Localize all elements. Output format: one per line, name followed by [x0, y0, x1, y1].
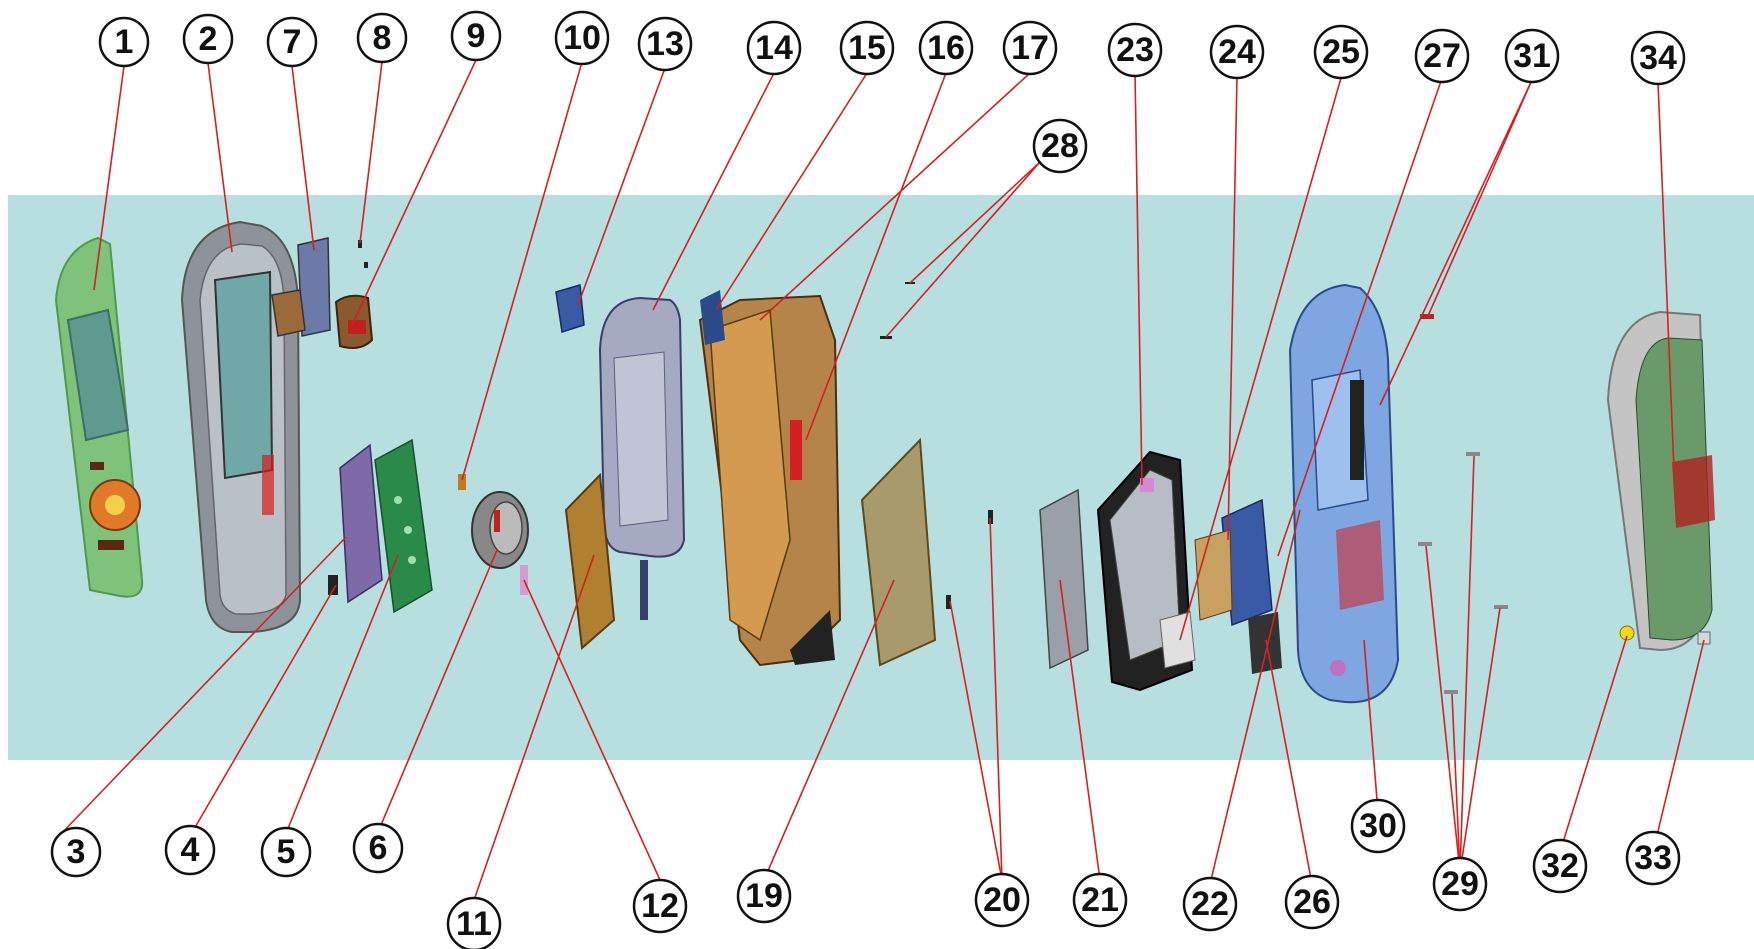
part-shield-can	[1039, 488, 1089, 670]
svg-text:12: 12	[641, 887, 679, 925]
callout-17: 17	[1002, 20, 1058, 76]
part-screws-29	[1418, 452, 1508, 694]
svg-text:21: 21	[1081, 881, 1119, 919]
svg-text:5: 5	[277, 833, 296, 871]
callout-32: 32	[1532, 838, 1588, 894]
svg-text:30: 30	[1359, 807, 1397, 845]
svg-text:32: 32	[1541, 847, 1579, 885]
svg-text:23: 23	[1116, 31, 1154, 69]
svg-text:19: 19	[745, 877, 783, 915]
part-front-housing	[180, 220, 302, 633]
callout-20: 20	[974, 872, 1030, 928]
svg-text:14: 14	[755, 29, 793, 67]
part-sub-board	[328, 443, 383, 604]
callout-19: 19	[736, 868, 792, 924]
callout-25: 25	[1313, 24, 1369, 80]
part-main-pcb	[860, 437, 937, 667]
svg-text:34: 34	[1639, 39, 1677, 77]
part-red-screw	[1420, 314, 1434, 319]
svg-text:28: 28	[1041, 127, 1079, 165]
svg-text:31: 31	[1513, 37, 1551, 75]
callout-23: 23	[1107, 22, 1163, 78]
svg-text:4: 4	[181, 831, 200, 869]
svg-text:13: 13	[646, 25, 684, 63]
callout-13: 13	[637, 16, 693, 72]
callout-34: 34	[1630, 30, 1686, 86]
svg-text:9: 9	[467, 17, 486, 55]
part-buzzer-disc	[471, 491, 529, 569]
part-small-clip-33	[1697, 631, 1711, 645]
svg-text:17: 17	[1011, 29, 1049, 67]
svg-text:24: 24	[1218, 33, 1256, 71]
svg-text:27: 27	[1423, 37, 1461, 75]
part-tiny-screw	[358, 240, 368, 268]
callout-31: 31	[1504, 28, 1560, 84]
svg-text:6: 6	[369, 829, 388, 867]
svg-text:11: 11	[456, 905, 492, 943]
callout-11: 11	[446, 896, 502, 949]
svg-text:8: 8	[373, 19, 392, 57]
part-small-bracket	[271, 237, 331, 337]
part-lcd-assembly	[564, 296, 686, 651]
callout-22: 22	[1182, 876, 1238, 932]
callout-1: 1	[98, 16, 150, 68]
part-yellow-knob	[1619, 625, 1635, 641]
part-screws-20	[946, 510, 993, 609]
svg-text:16: 16	[927, 29, 965, 67]
callout-3: 3	[50, 826, 102, 878]
callout-8: 8	[356, 12, 408, 64]
callout-29: 29	[1432, 856, 1488, 912]
svg-text:20: 20	[983, 881, 1021, 919]
callout-2: 2	[182, 13, 234, 65]
callout-4: 4	[164, 824, 216, 876]
callout-7: 7	[266, 16, 318, 68]
callout-21: 21	[1072, 872, 1128, 928]
callout-16: 16	[918, 20, 974, 76]
part-keypad-module	[374, 438, 433, 614]
part-small-tab	[458, 474, 466, 490]
callout-14: 14	[746, 20, 802, 76]
svg-text:10: 10	[563, 19, 601, 57]
svg-text:7: 7	[283, 23, 302, 61]
leader-lines	[58, 59, 1705, 901]
part-main-frame	[698, 290, 842, 667]
callout-28: 28	[1032, 118, 1088, 174]
callout-9: 9	[450, 10, 502, 62]
callout-27: 27	[1414, 28, 1470, 84]
part-small-connector	[555, 284, 585, 333]
callout-6: 6	[352, 822, 404, 874]
callout-30: 30	[1350, 798, 1406, 854]
part-side-flex	[1159, 498, 1282, 674]
callout-15: 15	[839, 20, 895, 76]
svg-text:15: 15	[848, 29, 886, 67]
callout-12: 12	[632, 878, 688, 934]
svg-text:25: 25	[1322, 33, 1360, 71]
part-back-housing	[1288, 283, 1400, 704]
callout-26: 26	[1284, 874, 1340, 930]
callout-10: 10	[554, 10, 610, 66]
svg-text:26: 26	[1293, 883, 1331, 921]
callout-33: 33	[1625, 830, 1681, 886]
svg-text:33: 33	[1634, 839, 1672, 877]
callout-24: 24	[1209, 24, 1265, 80]
part-battery-cover	[1606, 310, 1715, 652]
callout-5: 5	[260, 826, 312, 878]
svg-text:1: 1	[115, 23, 134, 61]
svg-text:3: 3	[67, 833, 86, 871]
svg-text:2: 2	[199, 20, 218, 58]
part-front-keypad-cover	[54, 236, 144, 598]
svg-text:22: 22	[1191, 885, 1229, 923]
svg-text:29: 29	[1441, 865, 1479, 903]
